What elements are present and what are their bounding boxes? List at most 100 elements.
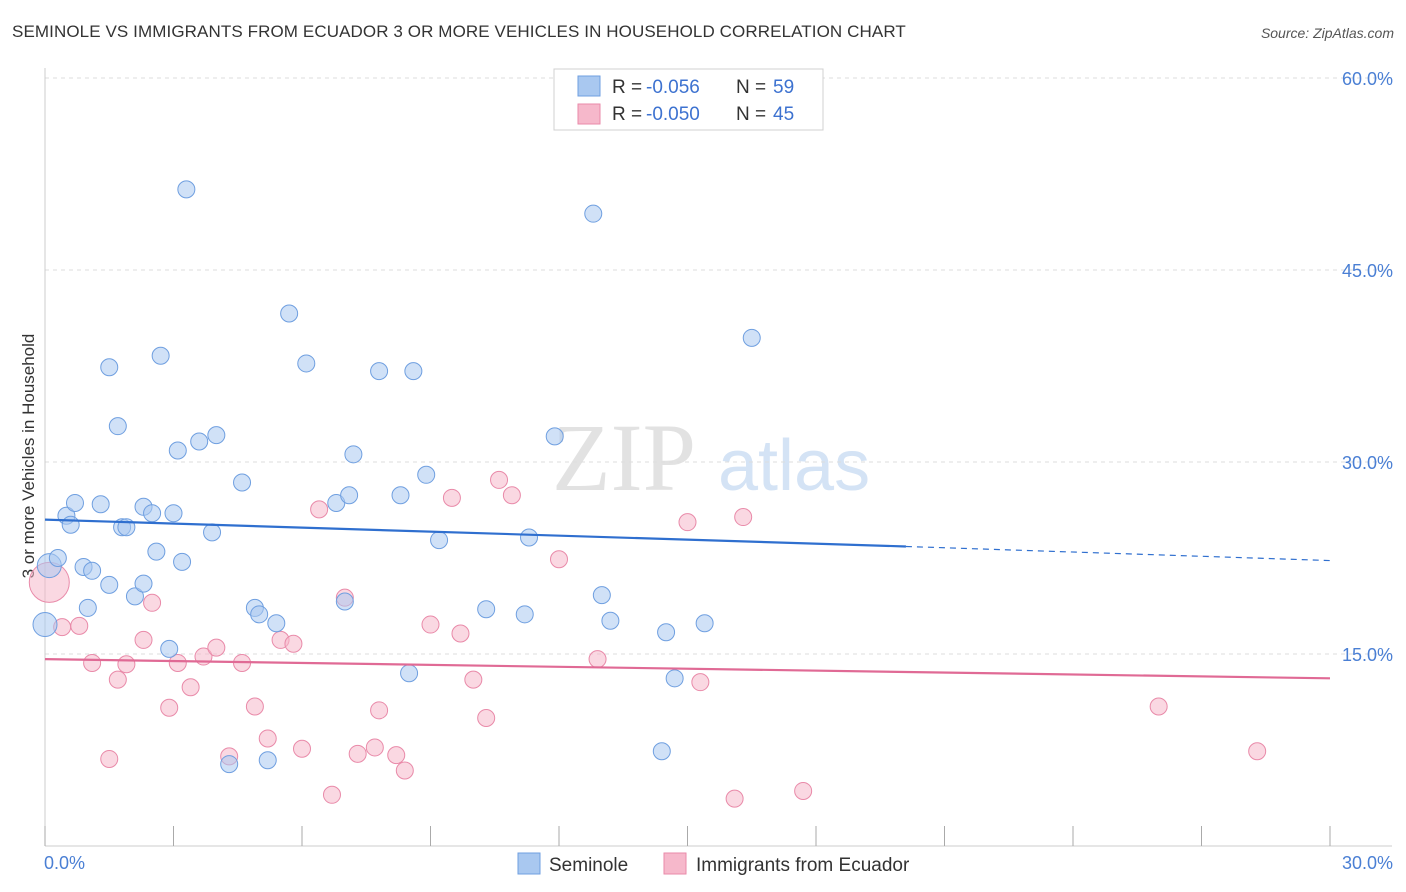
seminole-point [190, 432, 209, 451]
seminole-point [344, 445, 363, 464]
seminole-point [91, 495, 110, 514]
seminole-point [207, 426, 226, 445]
seminole-point [665, 669, 684, 688]
seminole-point [742, 328, 761, 347]
zipatlas-watermark: ZIP atlas [552, 404, 870, 511]
source-label: Source: ZipAtlas.com [1260, 25, 1394, 41]
ecuador-point [348, 744, 367, 763]
ecuador-point [370, 701, 389, 720]
seminole-point [652, 742, 671, 761]
series-legend-label-ecuador: Immigrants from Ecuador [696, 855, 910, 876]
seminole-point [147, 542, 166, 561]
legend-r-value-seminole: -0.056 [646, 77, 700, 98]
series-legend: Seminole Immigrants from Ecuador [517, 852, 910, 876]
seminole-point [173, 552, 192, 571]
series-legend-swatch-seminole [517, 852, 541, 875]
ecuador-point [421, 615, 440, 634]
ecuador-point [1149, 697, 1168, 716]
seminole-point [370, 362, 389, 381]
ecuador-point [284, 634, 303, 653]
seminole-point [250, 605, 269, 624]
legend-r-label-ecuador: R = [612, 104, 642, 125]
ecuador-point [365, 738, 384, 757]
x-tick-labels: 0.0% 30.0% [44, 853, 1393, 873]
seminole-point [100, 575, 119, 594]
ecuador-point [442, 488, 461, 507]
seminole-point [203, 523, 222, 542]
seminole-point [280, 304, 299, 323]
seminole-point [657, 623, 676, 642]
seminole-point [335, 592, 354, 611]
series-legend-label-seminole: Seminole [549, 855, 628, 876]
seminole-point [61, 515, 80, 534]
ecuador-trend-line [44, 658, 1331, 680]
ecuador-points [28, 470, 1267, 808]
ecuador-point [293, 739, 311, 758]
seminole-point [400, 664, 419, 683]
ecuador-point [395, 761, 414, 780]
watermark-zip: ZIP [552, 404, 696, 511]
ecuador-point [464, 670, 483, 689]
seminole-trend-extension [905, 545, 1331, 562]
seminole-point [143, 504, 162, 523]
legend-swatch-ecuador [577, 103, 601, 125]
ecuador-point [100, 749, 119, 768]
ecuador-point [258, 729, 277, 748]
ecuador-point [322, 785, 341, 804]
seminole-point [164, 504, 183, 523]
seminole-point [177, 180, 196, 199]
chart-title: SEMINOLE VS IMMIGRANTS FROM ECUADOR 3 OR… [12, 22, 906, 41]
ecuador-point [181, 678, 200, 697]
seminole-point [100, 358, 119, 377]
seminole-point [515, 605, 534, 624]
ecuador-point [310, 500, 329, 519]
seminole-point [520, 528, 539, 547]
legend-n-value-ecuador: 45 [773, 104, 794, 125]
seminole-point [32, 612, 58, 638]
stats-legend: R = -0.056 N = 59 R = -0.050 N = 45 [553, 68, 824, 131]
legend-n-label-ecuador: N = [736, 104, 766, 125]
ecuador-point [160, 698, 179, 717]
axes [44, 68, 1392, 847]
seminole-point [108, 417, 127, 436]
ecuador-point [490, 470, 509, 489]
legend-n-label-seminole: N = [736, 77, 766, 98]
trend-lines [44, 518, 1331, 680]
ecuador-point [207, 638, 226, 657]
series-legend-swatch-ecuador [663, 852, 687, 875]
ecuador-point [134, 630, 153, 649]
seminole-point [584, 204, 603, 223]
legend-swatch-seminole [577, 75, 601, 97]
ecuador-point [83, 653, 102, 672]
ecuador-point [588, 650, 607, 669]
ecuador-point [117, 655, 136, 674]
ecuador-point [70, 616, 89, 635]
seminole-trend-line [44, 518, 906, 548]
seminole-point [78, 598, 97, 617]
ecuador-point [108, 670, 127, 689]
ecuador-point [725, 789, 744, 808]
legend-r-value-ecuador: -0.050 [646, 104, 700, 125]
seminole-point [297, 354, 316, 373]
ecuador-point [794, 781, 813, 800]
seminole-point [83, 561, 102, 580]
seminole-point [545, 427, 564, 446]
seminole-point [695, 614, 714, 633]
seminole-point [391, 486, 410, 505]
y-tick-label: 30.0% [1342, 453, 1393, 473]
seminole-point [134, 574, 153, 593]
legend-n-value-seminole: 59 [773, 77, 794, 98]
ecuador-point [245, 697, 264, 716]
ecuador-point [678, 513, 697, 532]
ecuador-point [1248, 742, 1267, 761]
ecuador-point [168, 653, 187, 672]
seminole-point [430, 531, 449, 550]
seminole-point [160, 639, 179, 658]
seminole-point [48, 549, 67, 567]
seminole-point [168, 441, 187, 460]
ecuador-point [502, 486, 521, 505]
y-tick-label: 60.0% [1342, 69, 1393, 89]
seminole-point [477, 600, 496, 619]
ecuador-point [550, 550, 568, 569]
